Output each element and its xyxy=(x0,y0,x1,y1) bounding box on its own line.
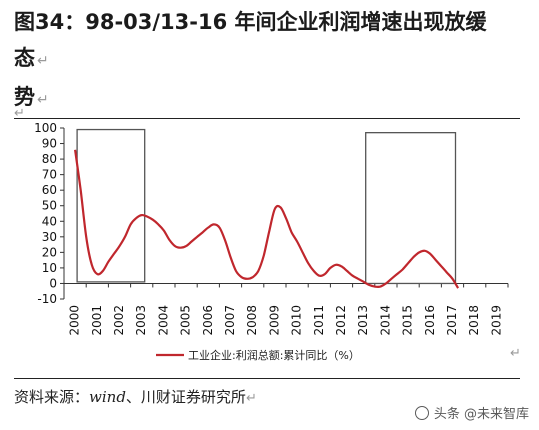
y-tick-label: -10 xyxy=(37,292,57,306)
x-tick-label: 2018 xyxy=(467,305,481,336)
x-tick-label: 2015 xyxy=(401,305,415,336)
x-tick-label: 2002 xyxy=(112,305,126,336)
y-tick-label: 100 xyxy=(34,121,57,135)
y-tick-label: 20 xyxy=(42,245,57,259)
watermark-logo-icon xyxy=(414,406,429,420)
return-mark-icon: ↵ xyxy=(37,92,49,108)
highlight-box xyxy=(365,132,457,285)
x-tick-label: 2001 xyxy=(90,305,104,336)
x-tick-label: 2004 xyxy=(156,305,170,336)
x-tick-label: 2005 xyxy=(179,305,193,336)
y-tick-label: 80 xyxy=(42,152,57,166)
title-line-2: 态 ↵ xyxy=(14,46,49,70)
x-tick-label: 2012 xyxy=(334,305,348,336)
y-tick-label: 60 xyxy=(42,183,57,197)
watermark: 头条 @未来智库 xyxy=(414,403,529,422)
y-tick-label: 10 xyxy=(42,261,57,275)
source-note: 资料来源：wind、川财证券研究所↵ xyxy=(14,388,257,406)
x-tick-label: 2014 xyxy=(378,305,392,336)
x-tick-label: 2013 xyxy=(356,305,370,336)
series-line xyxy=(74,149,460,289)
x-tick-label: 2010 xyxy=(290,305,304,336)
y-tick-label: 70 xyxy=(42,168,57,182)
x-tick-label: 2006 xyxy=(201,305,215,336)
x-tick-label: 2007 xyxy=(223,305,237,336)
x-tick-label: 2008 xyxy=(245,305,259,336)
x-tick-label: 2019 xyxy=(489,305,503,336)
legend-label: 工业企业:利润总额:累计同比（%） xyxy=(188,348,360,362)
y-tick-label: 50 xyxy=(42,199,57,213)
chart-title-block: 图34：98-03/13-16 年间企业利润增速出现放缓 态 ↵ 势 ↵ xyxy=(14,4,514,118)
y-tick-label: 40 xyxy=(42,214,57,228)
return-mark-icon: ↵ xyxy=(510,346,521,361)
x-tick-label: 2009 xyxy=(267,305,281,336)
highlight-box xyxy=(76,128,146,283)
divider-bottom xyxy=(14,378,520,379)
y-tick-label: 0 xyxy=(49,276,57,290)
x-tick-label: 2003 xyxy=(134,305,148,336)
y-tick-label: 30 xyxy=(42,230,57,244)
return-mark-icon: ↵ xyxy=(14,106,25,121)
return-mark-icon: ↵ xyxy=(245,391,257,406)
title-line-3: 势 ↵ xyxy=(14,85,49,109)
title-line-1: 图34：98-03/13-16 年间企业利润增速出现放缓 xyxy=(14,10,487,34)
return-mark-icon: ↵ xyxy=(37,53,49,69)
x-tick-label: 2000 xyxy=(68,305,82,336)
x-tick-label: 2011 xyxy=(312,305,326,336)
x-tick-label: 2016 xyxy=(423,305,437,336)
x-tick-label: 2017 xyxy=(445,305,459,336)
divider-top xyxy=(14,118,520,119)
y-tick-label: 90 xyxy=(42,137,57,151)
